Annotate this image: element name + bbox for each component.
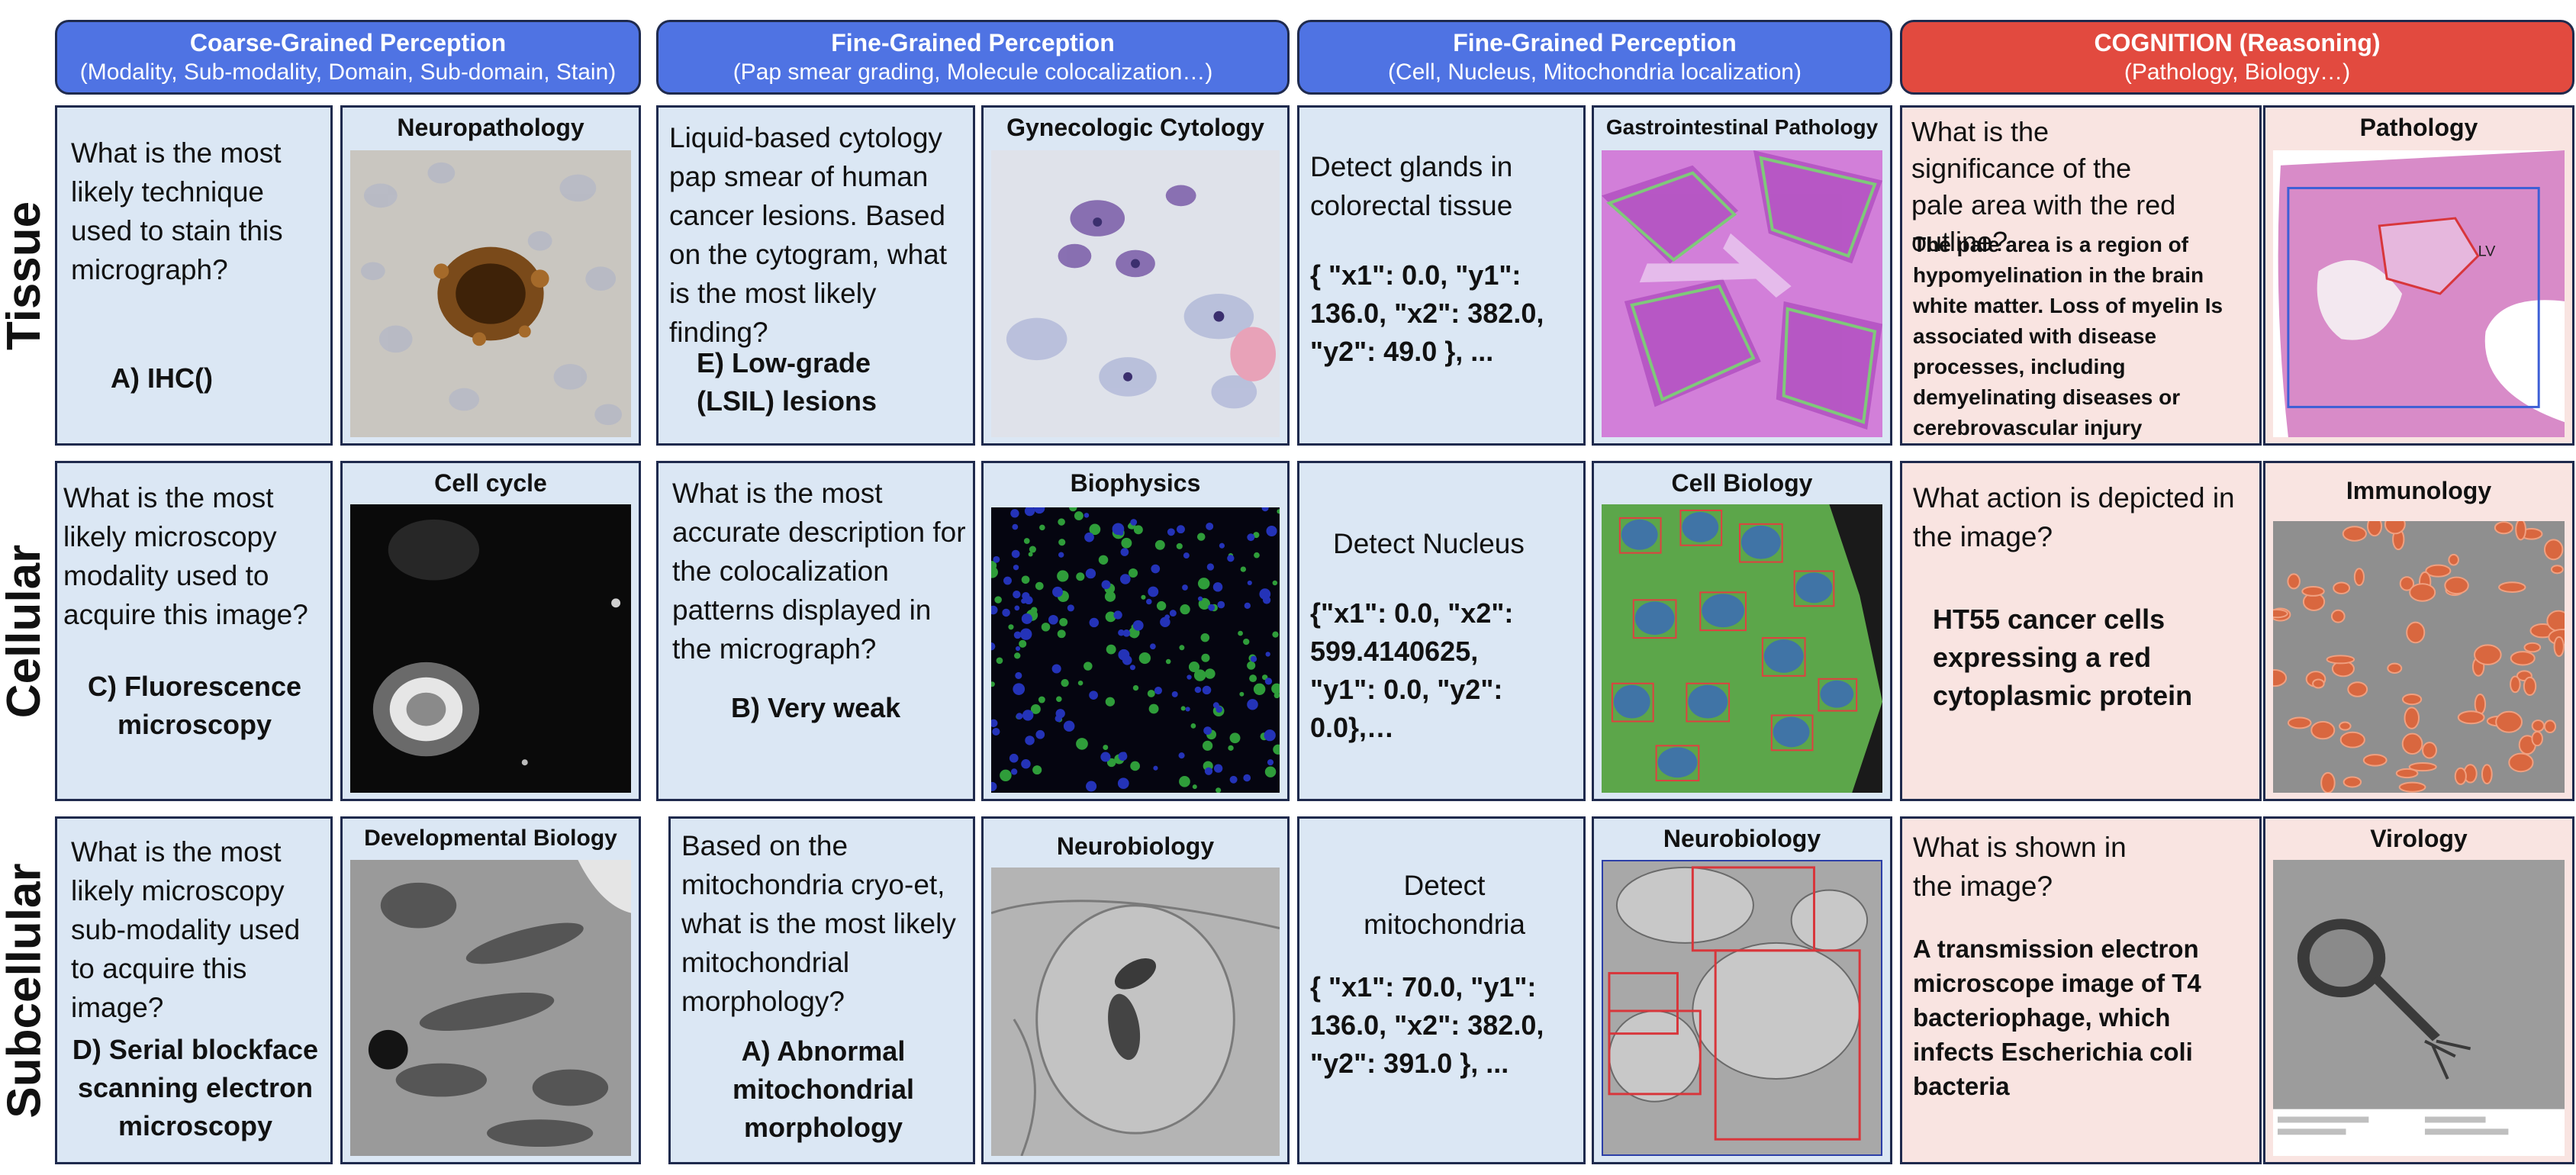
image-title: Virology — [2370, 825, 2468, 852]
answer-text: The pale area is a region of hypomyelina… — [1913, 233, 2223, 439]
tissue-fine2-image-panel: Gastrointestinal Pathology — [1592, 105, 1892, 446]
image-title: Neuropathology — [397, 114, 584, 141]
subcellular-fine1-image-panel: Neurobiology — [981, 816, 1290, 1164]
sem-micrograph — [350, 860, 631, 1156]
question-text: What is the most likely technique used t… — [71, 137, 283, 285]
cellular-cognition-image-panel: Immunology — [2263, 461, 2574, 801]
subcellular-fine2-question-panel: Detect mitochondria { "x1": 70.0, "y1": … — [1297, 816, 1586, 1164]
header-subtitle: (Modality, Sub-modality, Domain, Sub-dom… — [79, 60, 617, 85]
header-fine-2: Fine-Grained Perception (Cell, Nucleus, … — [1297, 20, 1892, 95]
row-label-cellular: Cellular — [0, 544, 51, 718]
cellular-cognition-question-panel: What action is depicted in the image? HT… — [1900, 461, 2262, 801]
header-title: Fine-Grained Perception — [1453, 29, 1737, 56]
lv-label: LV — [2478, 243, 2497, 260]
header-title: Fine-Grained Perception — [831, 29, 1115, 56]
answer-text: A transmission electron microscope image… — [1913, 935, 2201, 1100]
subcellular-fine2-image-panel: Neurobiology — [1592, 816, 1892, 1164]
header-cognition: COGNITION (Reasoning) (Pathology, Biolog… — [1900, 20, 2574, 95]
answer-text: C) Fluorescence microscopy — [87, 671, 302, 740]
tissue-fine1-image-panel: Gynecologic Cytology — [981, 105, 1290, 446]
image-title: Cell cycle — [434, 469, 547, 497]
header-title: COGNITION (Reasoning) — [2094, 29, 2381, 56]
answer-text: D) Serial blockface scanning electron mi… — [72, 1034, 319, 1141]
header-subtitle: (Pathology, Biology…) — [2124, 60, 2351, 85]
question-text: What is the most likely microscopy sub-m… — [71, 836, 301, 1023]
question-text: What is the most accurate description fo… — [672, 478, 966, 665]
tissue-cognition-question-panel: What is the significance of the pale are… — [1900, 105, 2262, 446]
cellular-coarse-image-panel: Cell cycle — [340, 461, 641, 801]
subcellular-cognition-image-panel: Virology — [2263, 816, 2574, 1164]
colocalization-micrograph — [991, 507, 1280, 793]
virology-tem-image — [2273, 860, 2565, 1156]
cellular-fine2-image-panel: Cell Biology — [1592, 461, 1892, 801]
mitochondria-detection-micrograph — [1602, 860, 1882, 1156]
header-coarse: Coarse-Grained Perception (Modality, Sub… — [55, 20, 641, 95]
cellular-fine2-question-panel: Detect Nucleus {"x1": 0.0, "x2": 599.414… — [1297, 461, 1586, 801]
question-text: What action is depicted in the image? — [1913, 482, 2235, 552]
image-title: Neurobiology — [1056, 832, 1215, 860]
answer-text: { "x1": 70.0, "y1": 136.0, "x2": 382.0, … — [1310, 971, 1544, 1079]
answer-text: {"x1": 0.0, "x2": 599.4140625, "y1": 0.0… — [1310, 597, 1514, 743]
question-text: Detect mitochondria — [1364, 870, 1525, 940]
answer-text: B) Very weak — [731, 692, 901, 723]
header-subtitle: (Cell, Nucleus, Mitochondria localizatio… — [1388, 60, 1802, 85]
answer-text: HT55 cancer cells expressing a red cytop… — [1933, 604, 2193, 711]
cell-biology-micrograph — [1602, 504, 1882, 793]
tissue-cognition-image-panel: Pathology LV — [2263, 105, 2574, 446]
header-title: Coarse-Grained Perception — [189, 29, 507, 56]
row-label-tissue: Tissue — [0, 201, 51, 350]
image-title: Neurobiology — [1663, 825, 1821, 852]
question-text: What is the significance of the pale are… — [1911, 116, 2176, 257]
image-title: Biophysics — [1070, 469, 1201, 497]
answer-text: { "x1": 0.0, "y1": 136.0, "x2": 382.0, "… — [1310, 259, 1544, 367]
tissue-fine1-question-panel: Liquid-based cytology pap smear of human… — [656, 105, 975, 446]
cytology-micrograph — [991, 150, 1280, 437]
question-text: Detect Nucleus — [1333, 528, 1525, 559]
subcellular-fine1-question-panel: Based on the mitochondria cryo-et, what … — [668, 816, 975, 1164]
tissue-coarse-image-panel: Neuropathology — [340, 105, 641, 446]
question-text: Detect glands in colorectal tissue — [1310, 151, 1513, 221]
immunology-micrograph — [2273, 521, 2565, 793]
subcellular-coarse-question-panel: What is the most likely microscopy sub-m… — [55, 816, 333, 1164]
image-title: Pathology — [2359, 114, 2478, 141]
image-title: Gynecologic Cytology — [1006, 114, 1264, 141]
image-title: Developmental Biology — [364, 826, 617, 851]
cellular-fine1-question-panel: What is the most accurate description fo… — [656, 461, 975, 801]
cryo-et-micrograph — [991, 868, 1280, 1156]
neuropathology-micrograph — [350, 150, 631, 437]
answer-text: A) Abnormal mitochondrial morphology — [732, 1035, 914, 1143]
fluorescence-micrograph — [350, 504, 631, 793]
answer-text: E) Low-grade (LSIL) lesions — [697, 347, 877, 417]
question-text: Liquid-based cytology pap smear of human… — [669, 122, 948, 348]
cellular-fine1-image-panel: Biophysics — [981, 461, 1290, 801]
header-fine-1: Fine-Grained Perception (Pap smear gradi… — [656, 20, 1290, 95]
gastrointestinal-pathology-micrograph — [1602, 150, 1882, 437]
cellular-coarse-question-panel: What is the most likely microscopy modal… — [55, 461, 333, 801]
question-text: What is the most likely microscopy modal… — [63, 482, 308, 630]
tissue-coarse-question-panel: What is the most likely technique used t… — [55, 105, 333, 446]
image-title: Cell Biology — [1671, 469, 1813, 497]
pathology-brain-section-image: LV — [2273, 150, 2565, 437]
question-text: What is shown in the image? — [1913, 832, 2127, 902]
question-text: Based on the mitochondria cryo-et, what … — [681, 830, 956, 1017]
image-title: Immunology — [2346, 477, 2492, 504]
row-label-subcellular: Subcellular — [0, 862, 51, 1119]
answer-text: A) IHC() — [111, 362, 213, 394]
subcellular-cognition-question-panel: What is shown in the image? A transmissi… — [1900, 816, 2262, 1164]
tissue-fine2-question-panel: Detect glands in colorectal tissue { "x1… — [1297, 105, 1586, 446]
header-subtitle: (Pap smear grading, Molecule colocalizat… — [733, 60, 1213, 85]
subcellular-coarse-image-panel: Developmental Biology — [340, 816, 641, 1164]
image-title: Gastrointestinal Pathology — [1605, 115, 1879, 139]
